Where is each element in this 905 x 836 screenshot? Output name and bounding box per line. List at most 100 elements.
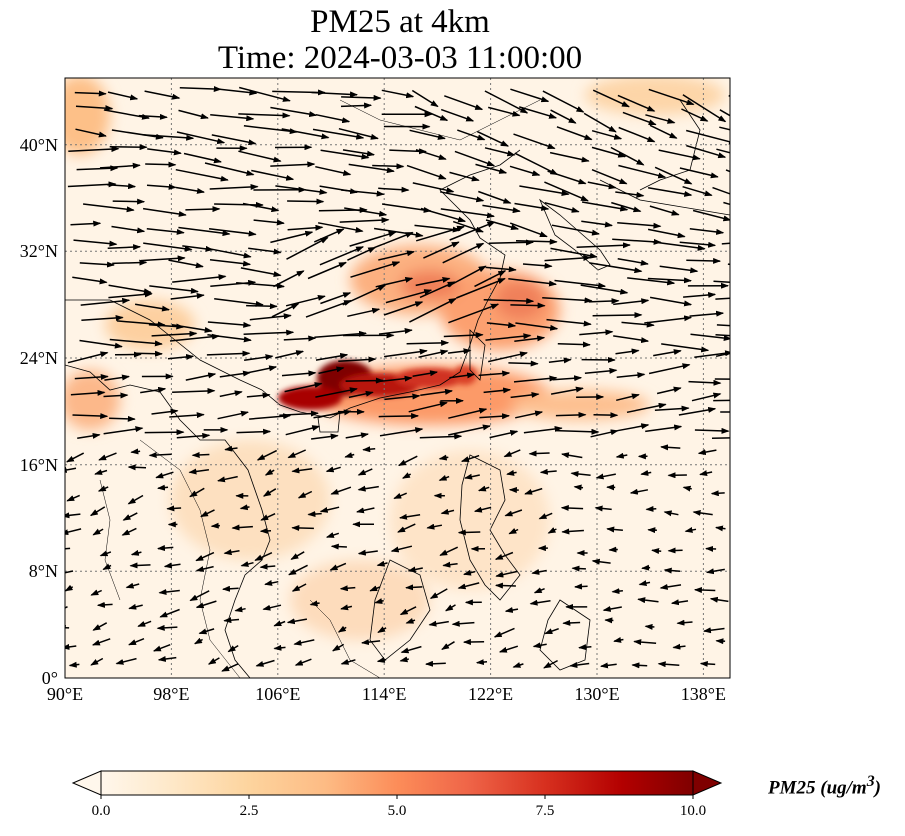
wind-arrow — [142, 207, 187, 217]
wind-arrow — [234, 606, 246, 613]
wind-arrow — [591, 129, 623, 140]
wind-arrow — [157, 545, 174, 552]
wind-arrow — [661, 343, 710, 353]
wind-arrow — [319, 506, 340, 513]
wind-arrow — [98, 452, 117, 461]
wind-arrow — [402, 472, 412, 479]
wind-arrow — [638, 580, 651, 587]
wind-arrow — [338, 356, 377, 363]
wind-arrow — [206, 350, 251, 357]
y-tick-label: 32°N — [20, 241, 58, 261]
wind-arrow — [445, 604, 456, 612]
colorbar-label-text: PM25 (ug/m — [768, 777, 867, 799]
wind-arrow — [185, 206, 221, 213]
wind-arrow — [315, 165, 352, 176]
wind-arrow — [92, 528, 104, 536]
wind-arrow — [557, 341, 591, 348]
wind-arrow — [449, 221, 496, 241]
wind-arrow — [217, 475, 238, 483]
wind-arrow — [529, 599, 551, 606]
x-tick-label: 90°E — [47, 684, 83, 704]
wind-arrow — [686, 257, 722, 264]
x-tick-label: 106°E — [255, 684, 300, 704]
wind-arrow — [172, 274, 227, 283]
wind-arrow — [544, 627, 559, 635]
wind-arrow — [325, 466, 341, 473]
map-frame — [64, 77, 731, 679]
wind-arrow — [515, 238, 558, 245]
wind-arrow — [631, 662, 648, 669]
wind-arrow — [438, 454, 449, 461]
wind-arrow — [188, 468, 209, 475]
wind-arrow — [172, 387, 216, 394]
wind-arrow — [689, 227, 725, 235]
wind-arrow — [686, 129, 730, 145]
wind-arrow — [374, 231, 414, 249]
wind-arrow — [200, 509, 215, 518]
wind-arrow — [692, 509, 713, 516]
wind-arrow — [125, 582, 140, 589]
wind-arrow — [513, 375, 558, 383]
wind-arrow — [663, 510, 679, 517]
wind-arrow — [518, 106, 558, 119]
wind-arrow — [135, 350, 163, 357]
wind-arrow — [514, 335, 546, 342]
wind-arrow — [291, 583, 307, 592]
wind-arrow — [239, 86, 291, 102]
wind-arrow — [594, 505, 612, 512]
wind-arrow — [578, 644, 592, 651]
wind-arrow — [449, 372, 476, 379]
wind-arrow — [127, 494, 144, 505]
wind-arrow — [70, 389, 106, 396]
wind-arrow — [134, 303, 170, 312]
wind-arrow — [377, 626, 387, 634]
wind-arrow — [600, 662, 617, 669]
wind-arrow — [617, 257, 649, 266]
wind-arrow — [548, 357, 572, 364]
wind-arrow — [262, 488, 277, 497]
colorbar-tick-label: 7.5 — [536, 803, 555, 819]
wind-arrow — [337, 625, 347, 633]
wind-arrow — [569, 662, 590, 668]
wind-arrow — [415, 148, 447, 160]
wind-arrow — [191, 451, 210, 458]
wind-arrow — [423, 241, 460, 259]
wind-arrow — [694, 350, 730, 358]
colorbar: 0.0 2.5 5.0 7.5 10.0 — [71, 770, 723, 819]
wind-arrow — [75, 105, 114, 112]
wind-arrow — [679, 167, 719, 179]
wind-arrow — [291, 467, 313, 474]
wind-arrow — [649, 124, 678, 139]
wind-arrow — [476, 130, 510, 147]
wind-arrow — [616, 393, 640, 402]
wind-arrow — [90, 657, 104, 666]
wind-arrow — [728, 94, 730, 98]
wind-arrow — [157, 656, 177, 662]
wind-arrow — [420, 207, 467, 223]
wind-arrow — [178, 109, 209, 120]
wind-arrow — [175, 186, 205, 194]
wind-arrow — [513, 133, 556, 150]
wind-arrow — [475, 163, 508, 174]
wind-arrow — [273, 620, 286, 627]
wind-arrow — [488, 351, 528, 363]
wind-arrow — [649, 296, 693, 307]
wind-arrow — [286, 236, 329, 260]
wind-arrow — [72, 276, 108, 285]
x-axis-ticks: 90°E 98°E 106°E 114°E 122°E 130°E 138°E — [47, 684, 726, 704]
wind-arrow — [210, 522, 220, 529]
wind-arrow — [166, 505, 182, 512]
wind-arrow — [552, 375, 583, 382]
wind-arrow — [510, 302, 546, 309]
wind-arrow — [77, 432, 101, 439]
wind-arrow — [342, 149, 375, 157]
wind-arrow — [616, 372, 646, 379]
wind-arrow — [463, 569, 476, 576]
wind-arrow — [171, 324, 213, 333]
wind-arrow — [457, 129, 486, 141]
wind-arrow — [613, 298, 650, 306]
wind-arrow — [127, 464, 147, 471]
wind-arrow — [399, 656, 409, 663]
wind-arrow — [102, 563, 112, 571]
wind-arrow — [648, 88, 695, 106]
